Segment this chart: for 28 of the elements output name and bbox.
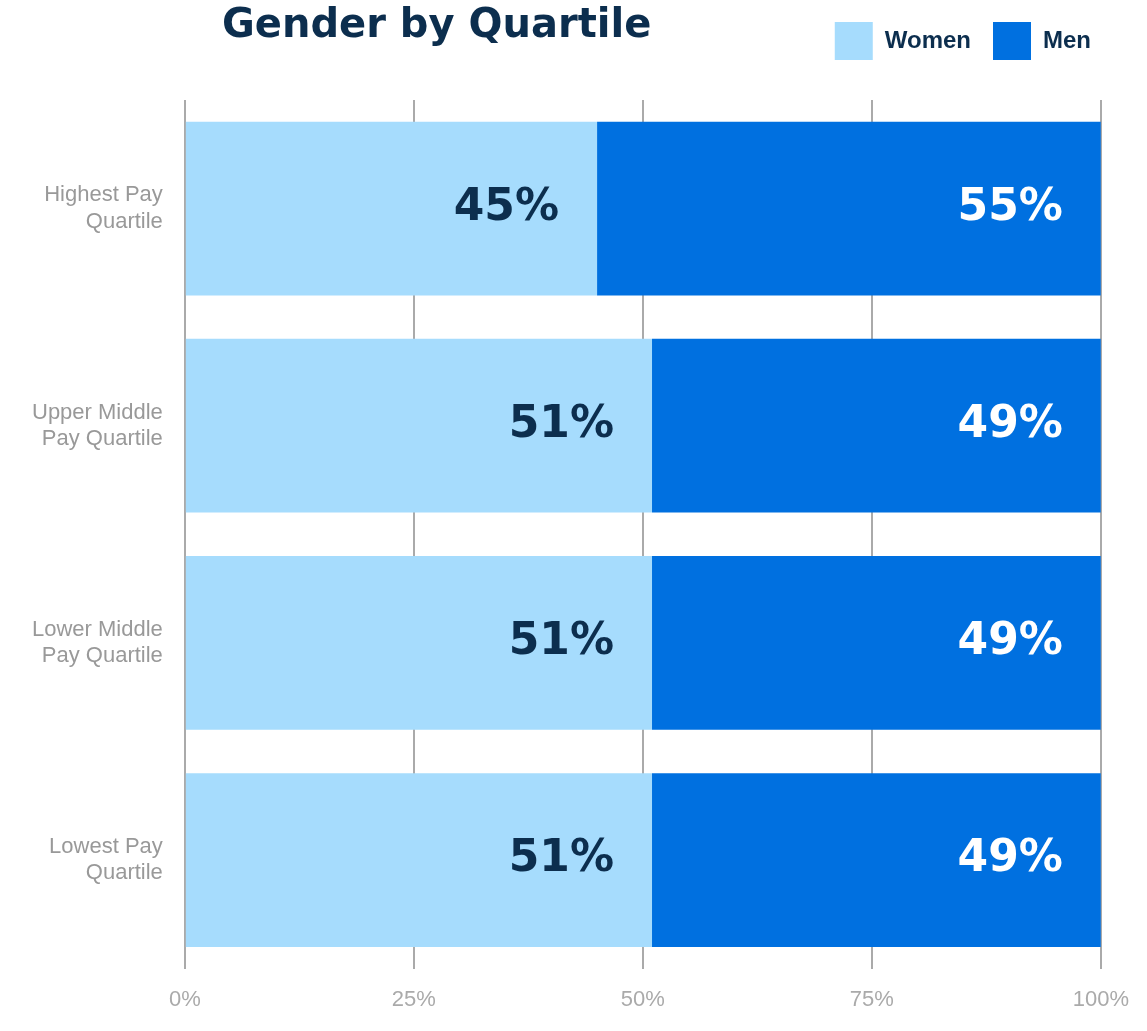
- bar: [652, 338, 1101, 513]
- bar: [652, 556, 1101, 730]
- chart-title: Gender by Quartile: [222, 0, 652, 46]
- data-label: 45%: [453, 179, 560, 231]
- data-label: 49%: [957, 830, 1063, 882]
- bar: [185, 121, 598, 296]
- x-tick-label: 100%: [1072, 985, 1130, 1011]
- bar: [185, 338, 653, 513]
- data-label: 49%: [957, 613, 1063, 665]
- bar: [652, 773, 1101, 947]
- bar: [185, 773, 653, 947]
- bar: [597, 121, 1101, 296]
- x-tick-label: 50%: [620, 985, 665, 1011]
- y-tick-label: Upper Middle Pay Quartile: [32, 398, 163, 450]
- data-label: 51%: [508, 613, 615, 665]
- data-label: 55%: [957, 179, 1063, 231]
- legend-label: Women: [884, 25, 972, 53]
- y-tick-label: Lowest Pay Quartile: [49, 832, 163, 885]
- x-tick-label: 25%: [391, 985, 436, 1011]
- x-tick-label: 0%: [168, 985, 201, 1011]
- y-tick-label: Highest Pay Quartile: [44, 181, 163, 233]
- data-label: 49%: [957, 396, 1063, 448]
- x-tick-label: 75%: [849, 985, 894, 1011]
- data-label: 51%: [508, 830, 615, 882]
- legend-label: Men: [1043, 25, 1091, 53]
- bar: [185, 556, 653, 730]
- y-tick-label: Lower Middle Pay Quartile: [32, 615, 163, 668]
- data-label: 51%: [508, 396, 615, 448]
